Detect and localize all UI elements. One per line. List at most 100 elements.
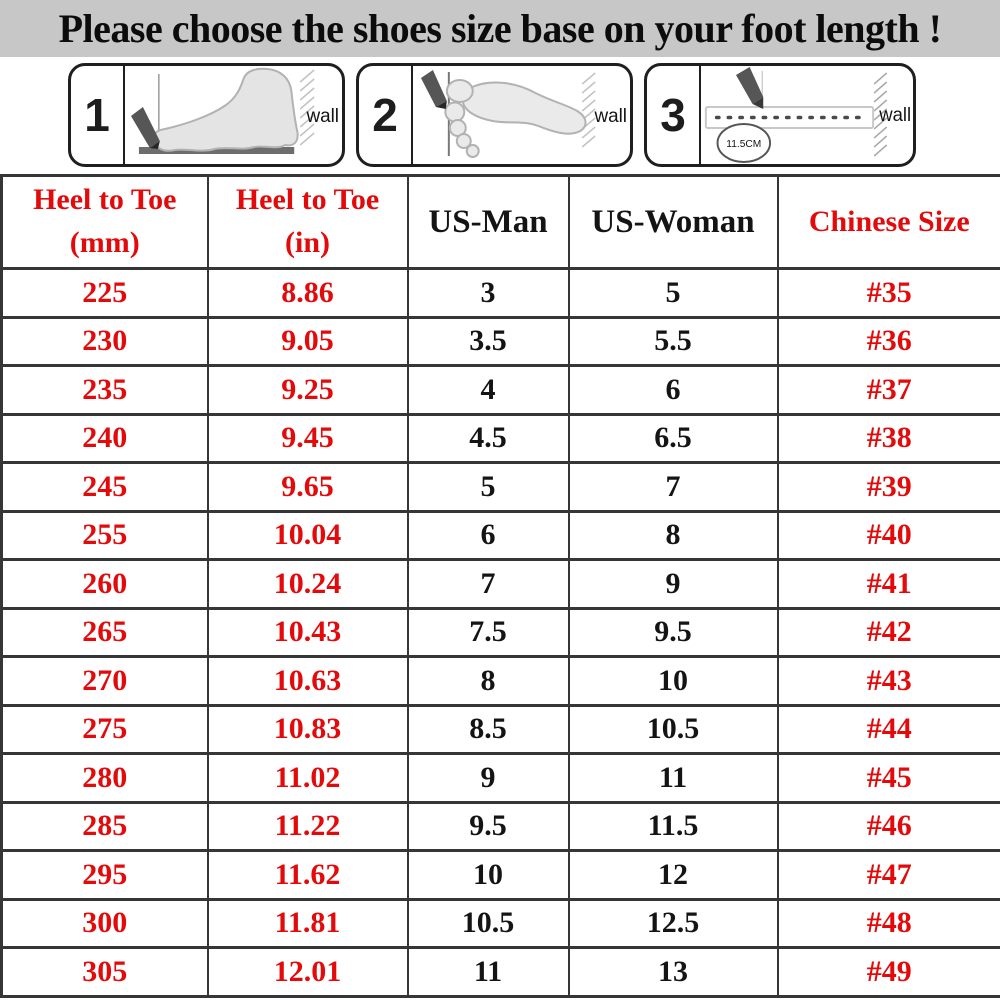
size-table-row: 255 10.04 6 8 #40 bbox=[0, 509, 1000, 561]
pen-icon bbox=[420, 70, 447, 109]
size-cell: 10 bbox=[406, 849, 570, 901]
size-cell: 12 bbox=[567, 849, 779, 901]
size-cell: 6.5 bbox=[567, 412, 779, 464]
size-table-row: 265 10.43 7.5 9.5 #42 bbox=[0, 606, 1000, 658]
step-2-illustration: wall bbox=[413, 66, 630, 164]
size-cell: 8 bbox=[406, 655, 570, 707]
size-cell: 11 bbox=[567, 752, 779, 804]
size-table-row: 280 11.02 9 11 #45 bbox=[0, 752, 1000, 804]
size-cell: #36 bbox=[776, 315, 1000, 367]
size-cell: 285 bbox=[0, 800, 209, 852]
size-table-row: 305 12.01 11 13 #49 bbox=[0, 946, 1000, 998]
size-cell: 11 bbox=[406, 946, 570, 998]
size-cell: #37 bbox=[776, 364, 1000, 416]
page-title: Please choose the shoes size base on you… bbox=[58, 6, 942, 51]
size-cell: 10.5 bbox=[406, 897, 570, 949]
size-cell: 265 bbox=[0, 606, 209, 658]
size-cell: 10.04 bbox=[206, 509, 409, 561]
size-cell: 9.45 bbox=[206, 412, 409, 464]
size-cell: 225 bbox=[0, 267, 209, 319]
wall-label: wall bbox=[593, 106, 627, 127]
wall-hatch-icon bbox=[581, 72, 596, 148]
header-heel-to-toe-mm: Heel to Toe (mm) bbox=[0, 174, 209, 270]
size-cell: 300 bbox=[0, 897, 209, 949]
foot-top-view-drawing: wall bbox=[420, 70, 627, 158]
size-cell: 7 bbox=[406, 558, 570, 610]
size-table-row: 245 9.65 5 7 #39 bbox=[0, 461, 1000, 513]
size-cell: 5 bbox=[406, 461, 570, 513]
size-cell: 13 bbox=[567, 946, 779, 998]
size-cell: 3 bbox=[406, 267, 570, 319]
size-cell: 305 bbox=[0, 946, 209, 998]
size-cell: 4.5 bbox=[406, 412, 570, 464]
step-panel-3: 3 11.5 bbox=[644, 63, 916, 167]
size-table-row: 300 11.81 10.5 12.5 #48 bbox=[0, 897, 1000, 949]
size-cell: 10.5 bbox=[567, 703, 779, 755]
size-cell: 280 bbox=[0, 752, 209, 804]
size-cell: #39 bbox=[776, 461, 1000, 513]
size-table-row: 275 10.83 8.5 10.5 #44 bbox=[0, 703, 1000, 755]
size-table-row: 240 9.45 4.5 6.5 #38 bbox=[0, 412, 1000, 464]
size-table-row: 285 11.22 9.5 11.5 #46 bbox=[0, 800, 1000, 852]
pen-icon bbox=[130, 107, 160, 149]
size-cell: 255 bbox=[0, 509, 209, 561]
size-cell: 5.5 bbox=[567, 315, 779, 367]
size-cell: 295 bbox=[0, 849, 209, 901]
step-panel-2: 2 bbox=[356, 63, 633, 167]
size-table-row: 270 10.63 8 10 #43 bbox=[0, 655, 1000, 707]
size-table-row: 235 9.25 4 6 #37 bbox=[0, 364, 1000, 416]
pen-icon bbox=[736, 67, 764, 109]
size-cell: 240 bbox=[0, 412, 209, 464]
size-cell: 9.5 bbox=[567, 606, 779, 658]
size-cell: 7.5 bbox=[406, 606, 570, 658]
size-cell: #40 bbox=[776, 509, 1000, 561]
length-note-circle: 11.5CM bbox=[716, 123, 772, 163]
wall-label: wall bbox=[305, 106, 339, 127]
size-cell: 12.01 bbox=[206, 946, 409, 998]
size-cell: 11.02 bbox=[206, 752, 409, 804]
measurement-steps: 1 wall bbox=[68, 63, 1000, 167]
size-cell: 270 bbox=[0, 655, 209, 707]
size-cell: 11.5 bbox=[567, 800, 779, 852]
size-cell: 9.65 bbox=[206, 461, 409, 513]
size-cell: 10 bbox=[567, 655, 779, 707]
size-cell: 7 bbox=[567, 461, 779, 513]
size-cell: 3.5 bbox=[406, 315, 570, 367]
header-us-man: US-Man bbox=[406, 174, 570, 270]
footprint-icon bbox=[444, 79, 587, 158]
size-cell: 10.63 bbox=[206, 655, 409, 707]
size-cell: 8.5 bbox=[406, 703, 570, 755]
size-cell: #47 bbox=[776, 849, 1000, 901]
size-cell: 6 bbox=[567, 364, 779, 416]
size-cell: #44 bbox=[776, 703, 1000, 755]
step-3-number: 3 bbox=[647, 66, 701, 164]
wall-label: wall bbox=[878, 104, 911, 125]
size-cell: 260 bbox=[0, 558, 209, 610]
size-table-row: 230 9.05 3.5 5.5 #36 bbox=[0, 315, 1000, 367]
foot-side-view-drawing: wall bbox=[130, 67, 339, 154]
size-cell: 245 bbox=[0, 461, 209, 513]
size-cell: #42 bbox=[776, 606, 1000, 658]
size-table: Heel to Toe (mm) Heel to Toe (in) US-Man… bbox=[0, 174, 1000, 998]
foot-side-icon bbox=[152, 67, 299, 152]
size-cell: 10.24 bbox=[206, 558, 409, 610]
size-cell: 11.81 bbox=[206, 897, 409, 949]
size-cell: 9.05 bbox=[206, 315, 409, 367]
length-note-label: 11.5CM bbox=[726, 139, 761, 150]
size-cell: 9 bbox=[567, 558, 779, 610]
header-chinese-size: Chinese Size bbox=[776, 174, 1000, 270]
size-cell: #38 bbox=[776, 412, 1000, 464]
size-cell: #49 bbox=[776, 946, 1000, 998]
size-cell: 9.25 bbox=[206, 364, 409, 416]
size-table-row: 225 8.86 3 5 #35 bbox=[0, 267, 1000, 319]
size-cell: 8.86 bbox=[206, 267, 409, 319]
size-cell: 230 bbox=[0, 315, 209, 367]
header-us-woman: US-Woman bbox=[567, 174, 779, 270]
size-cell: 9.5 bbox=[406, 800, 570, 852]
size-table-row: 260 10.24 7 9 #41 bbox=[0, 558, 1000, 610]
size-cell: 5 bbox=[567, 267, 779, 319]
size-cell: #35 bbox=[776, 267, 1000, 319]
size-cell: 4 bbox=[406, 364, 570, 416]
size-cell: 11.62 bbox=[206, 849, 409, 901]
